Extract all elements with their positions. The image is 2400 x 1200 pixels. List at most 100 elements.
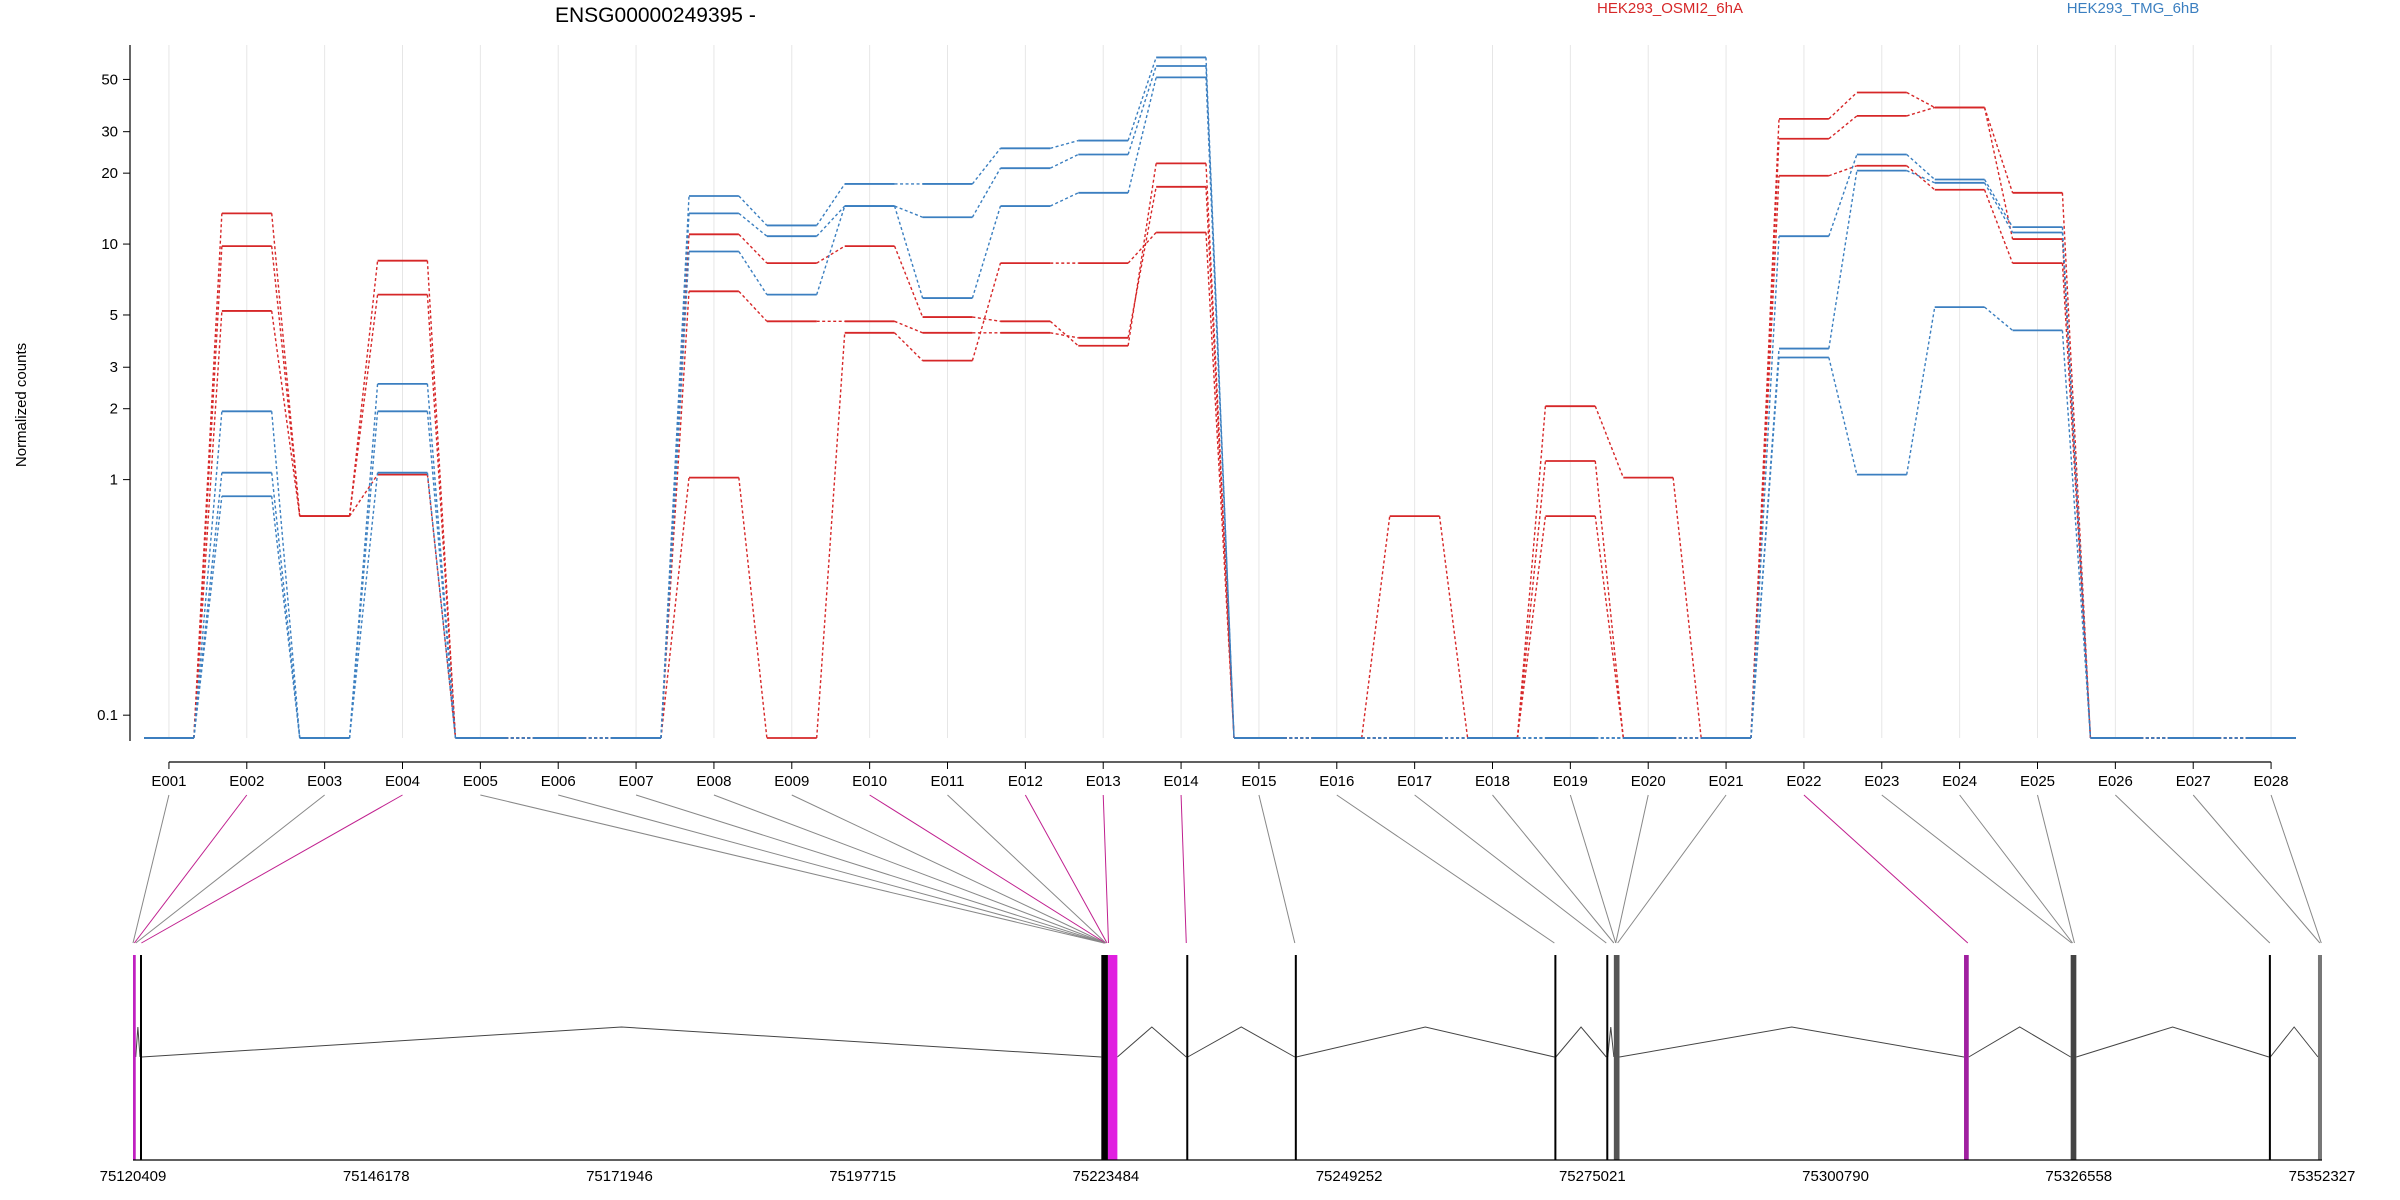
connector-segment xyxy=(426,472,457,739)
exon-connector xyxy=(1180,794,1187,944)
exon-block xyxy=(1606,955,1609,1160)
connector-segment xyxy=(193,411,223,739)
exon-block xyxy=(2317,955,2322,1160)
connector-segment xyxy=(894,320,923,334)
connector-segment xyxy=(816,245,846,264)
exon-connector xyxy=(1803,794,1969,944)
connector-segment xyxy=(1516,406,1547,739)
connector-segment xyxy=(1438,516,1469,739)
connector-segment xyxy=(1050,332,1079,339)
connector-segment xyxy=(660,251,690,739)
connector-segment xyxy=(971,205,1002,299)
exon-block xyxy=(139,955,142,1160)
exon-block xyxy=(1107,955,1118,1160)
y-tick-label: 3 xyxy=(110,359,118,376)
connector-segment xyxy=(816,205,846,237)
connector-segment xyxy=(1516,516,1547,739)
connector-segment xyxy=(1049,320,1079,347)
intron-line xyxy=(2269,1026,2319,1058)
x-tick-label: E012 xyxy=(1008,773,1043,790)
x-tick-label: E009 xyxy=(774,773,809,790)
genomic-tick-label: 75249252 xyxy=(1316,1168,1383,1185)
connector-segment xyxy=(1906,306,1936,475)
connector-segment xyxy=(1594,516,1624,739)
y-tick-label: 20 xyxy=(101,165,118,182)
connector-segment xyxy=(1750,357,1780,739)
connector-segment xyxy=(893,245,924,318)
genomic-tick-label: 75171946 xyxy=(586,1168,653,1185)
series-line xyxy=(144,106,2296,739)
plot-area: 0.1 1 2 3 5 10 20 30 50 E001 E002 E003 E004 E005 E006 E… xyxy=(97,45,2296,790)
connector-segment xyxy=(1049,153,1079,169)
connector-segment xyxy=(1906,153,1936,181)
y-tick-label: 30 xyxy=(101,124,118,141)
connector-segment xyxy=(1828,91,1858,120)
exon-block xyxy=(133,955,136,1160)
connector-segment xyxy=(1127,77,1157,194)
connector-segment xyxy=(1672,477,1702,739)
connector-segment xyxy=(271,496,301,739)
x-tick-label: E023 xyxy=(1864,773,1899,790)
exon-connector xyxy=(133,794,248,944)
exon-connector xyxy=(1336,794,1555,944)
genomic-tick-label: 75300790 xyxy=(1802,1168,1869,1185)
connector-segment xyxy=(1050,139,1079,149)
connector-segment xyxy=(1983,182,2014,233)
exon-connector xyxy=(1959,794,2073,944)
x-tick-label: E028 xyxy=(2254,773,2289,790)
connector-segment xyxy=(1906,91,1936,109)
intron-line xyxy=(1117,1026,1187,1058)
connector-segment xyxy=(1205,232,1235,739)
exon-connector xyxy=(2037,794,2075,944)
connector-segment xyxy=(426,411,457,739)
connector-segment xyxy=(1983,107,2014,194)
chart-title: ENSG00000249395 - xyxy=(555,4,756,27)
connector-segment xyxy=(271,472,301,739)
x-tick-label: E004 xyxy=(385,773,420,790)
x-tick-label: E001 xyxy=(151,773,186,790)
x-tick-label: E016 xyxy=(1319,773,1354,790)
connector-segment xyxy=(893,205,924,299)
connector-segment xyxy=(1361,516,1391,739)
genomic-tick-label: 75120409 xyxy=(100,1168,167,1185)
intron-line xyxy=(1296,1026,1555,1058)
y-axis-label: Normalized counts xyxy=(13,343,30,467)
exon-connector xyxy=(1569,794,1617,944)
connector-segment xyxy=(1983,189,2014,264)
y-tick-label: 0.1 xyxy=(97,707,118,724)
connector-segment xyxy=(1828,154,1858,237)
y-tick-label: 2 xyxy=(110,401,118,418)
exon-connector xyxy=(2192,794,2321,944)
exon-block xyxy=(1554,955,1557,1160)
x-tick-label: E026 xyxy=(2098,773,2133,790)
exon-connector xyxy=(713,794,1106,944)
exon-connector xyxy=(1258,794,1296,944)
connector-segment xyxy=(2061,330,2092,739)
connector-segment xyxy=(816,183,846,226)
exon-connector xyxy=(558,794,1105,944)
x-tick-label: E017 xyxy=(1397,773,1432,790)
connector-segment xyxy=(971,262,1002,361)
connector-segment xyxy=(738,290,768,322)
exon-connector xyxy=(1617,794,1727,944)
exon-block xyxy=(1186,955,1189,1160)
connector-segment xyxy=(348,474,379,517)
connector-segment xyxy=(2061,192,2092,739)
connector-segment xyxy=(1828,357,1858,475)
connector-segment xyxy=(1127,231,1157,264)
genomic-tick-label: 75326558 xyxy=(2045,1168,2112,1185)
connector-segment xyxy=(271,246,301,517)
connector-segment xyxy=(1594,460,1624,739)
connector-segment xyxy=(1906,169,1936,184)
exon-connector xyxy=(141,794,403,944)
x-tick-label: E007 xyxy=(619,773,654,790)
exon-connector xyxy=(132,794,170,944)
x-tick-label: E010 xyxy=(852,773,887,790)
connector-segment xyxy=(348,411,379,739)
connector-segment xyxy=(1983,179,2014,228)
genomic-tick-label: 75352327 xyxy=(2289,1168,2356,1185)
x-tick-label: E021 xyxy=(1709,773,1744,790)
series-line xyxy=(144,76,2296,739)
exon-connector-lines xyxy=(132,794,2322,944)
connector-segment xyxy=(426,260,457,739)
